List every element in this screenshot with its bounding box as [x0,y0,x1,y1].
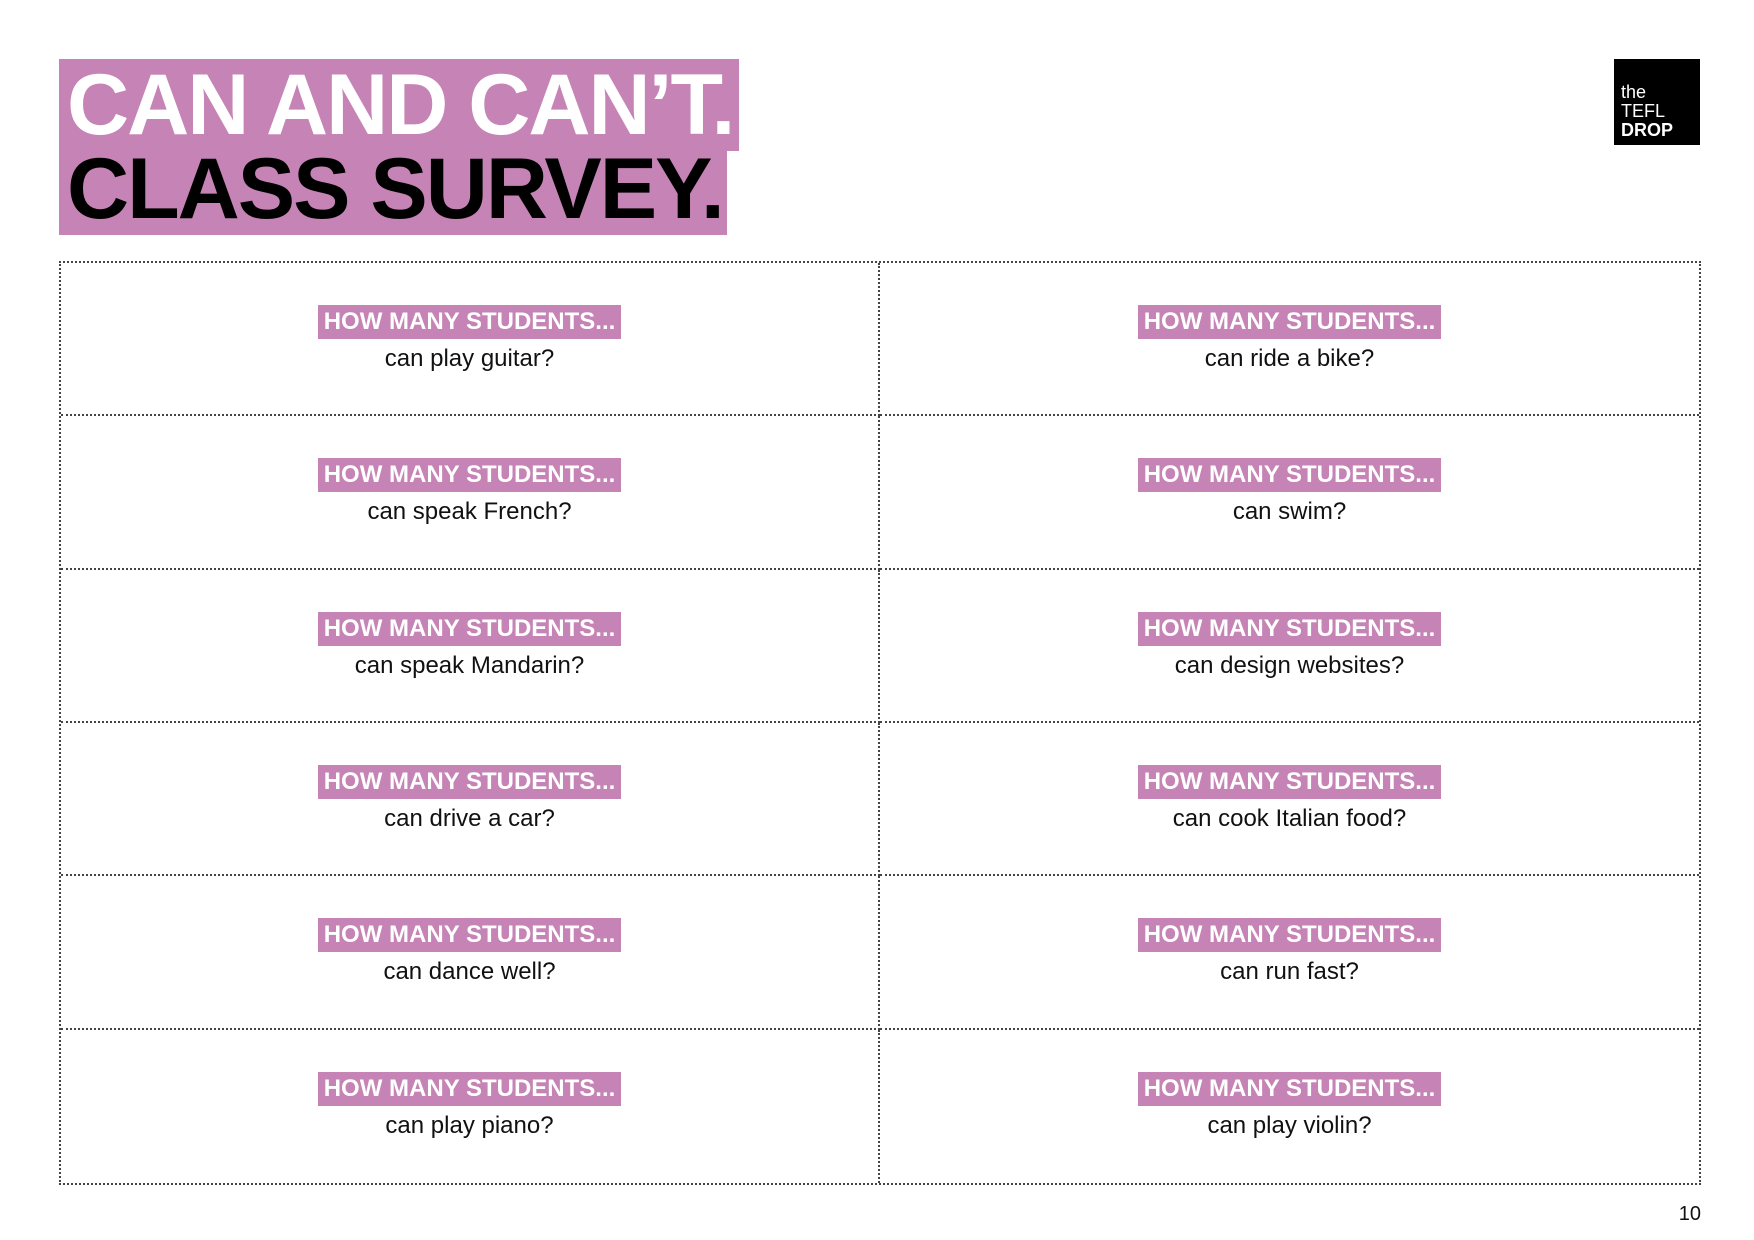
survey-question: can play piano? [385,1111,554,1139]
survey-question: can swim? [1232,498,1347,526]
logo-the: the [1621,82,1647,102]
how-many-students-label: HOW MANY STUDENTS... [317,611,622,646]
survey-card: HOW MANY STUDENTS... can swim? [880,416,1699,570]
how-many-students-label: HOW MANY STUDENTS... [1137,918,1442,953]
how-many-students-label: HOW MANY STUDENTS... [317,305,622,339]
survey-card: HOW MANY STUDENTS... can drive a car? [61,722,880,877]
survey-question: can speak French? [367,498,572,526]
how-many-students-label: HOW MANY STUDENTS... [1137,764,1442,799]
survey-card: HOW MANY STUDENTS... can run fast? [880,876,1699,1030]
how-many-students-label: HOW MANY STUDENTS... [317,458,622,493]
survey-card: HOW MANY STUDENTS... can cook Italian fo… [880,723,1699,877]
how-many-students-label: HOW MANY STUDENTS... [1137,1071,1442,1106]
survey-question: can play guitar? [384,345,555,372]
logo-drop: DROP [1621,120,1674,140]
survey-question: can run fast? [1220,958,1359,986]
survey-card: HOW MANY STUDENTS... can dance well? [61,876,880,1030]
logo-tefl: TEFL [1621,101,1666,121]
survey-card: HOW MANY STUDENTS... can speak Mandarin? [61,569,880,723]
tefl-drop-logo: the TEFL DROP [1614,59,1700,145]
how-many-students-label: HOW MANY STUDENTS... [317,1071,622,1106]
survey-card: HOW MANY STUDENTS... can play piano? [61,1029,880,1183]
survey-question: can ride a bike? [1204,345,1375,372]
how-many-students-label: HOW MANY STUDENTS... [317,764,622,799]
survey-question: can drive a car? [384,804,555,832]
survey-card: HOW MANY STUDENTS... can speak French? [61,416,880,570]
survey-question: can design websites? [1174,651,1405,679]
title-line-2: CLASS SURVEY. [59,146,727,235]
survey-question: can dance well? [383,958,556,986]
title-line-2-text: CLASS SURVEY. [67,141,725,237]
how-many-students-label: HOW MANY STUDENTS... [1137,305,1442,339]
survey-question: can play violin? [1207,1111,1372,1139]
how-many-students-label: HOW MANY STUDENTS... [1137,611,1442,646]
page-number: 10 [1678,1203,1701,1225]
how-many-students-label: HOW MANY STUDENTS... [1137,458,1442,493]
title-line-1: CAN AND CAN’T. [59,59,740,151]
survey-card: HOW MANY STUDENTS... can design websites… [880,570,1699,723]
survey-card: HOW MANY STUDENTS... can ride a bike? [880,263,1699,417]
how-many-students-label: HOW MANY STUDENTS... [317,918,622,953]
survey-question: can cook Italian food? [1172,804,1407,832]
survey-card: HOW MANY STUDENTS... can play guitar? [61,263,880,417]
survey-question: can speak Mandarin? [354,651,585,679]
page-title: CAN AND CAN’T. CLASS SURVEY. [59,59,740,235]
survey-grid: HOW MANY STUDENTS... can play guitar? HO… [59,261,1701,1185]
survey-card: HOW MANY STUDENTS... can play violin? [880,1030,1699,1183]
